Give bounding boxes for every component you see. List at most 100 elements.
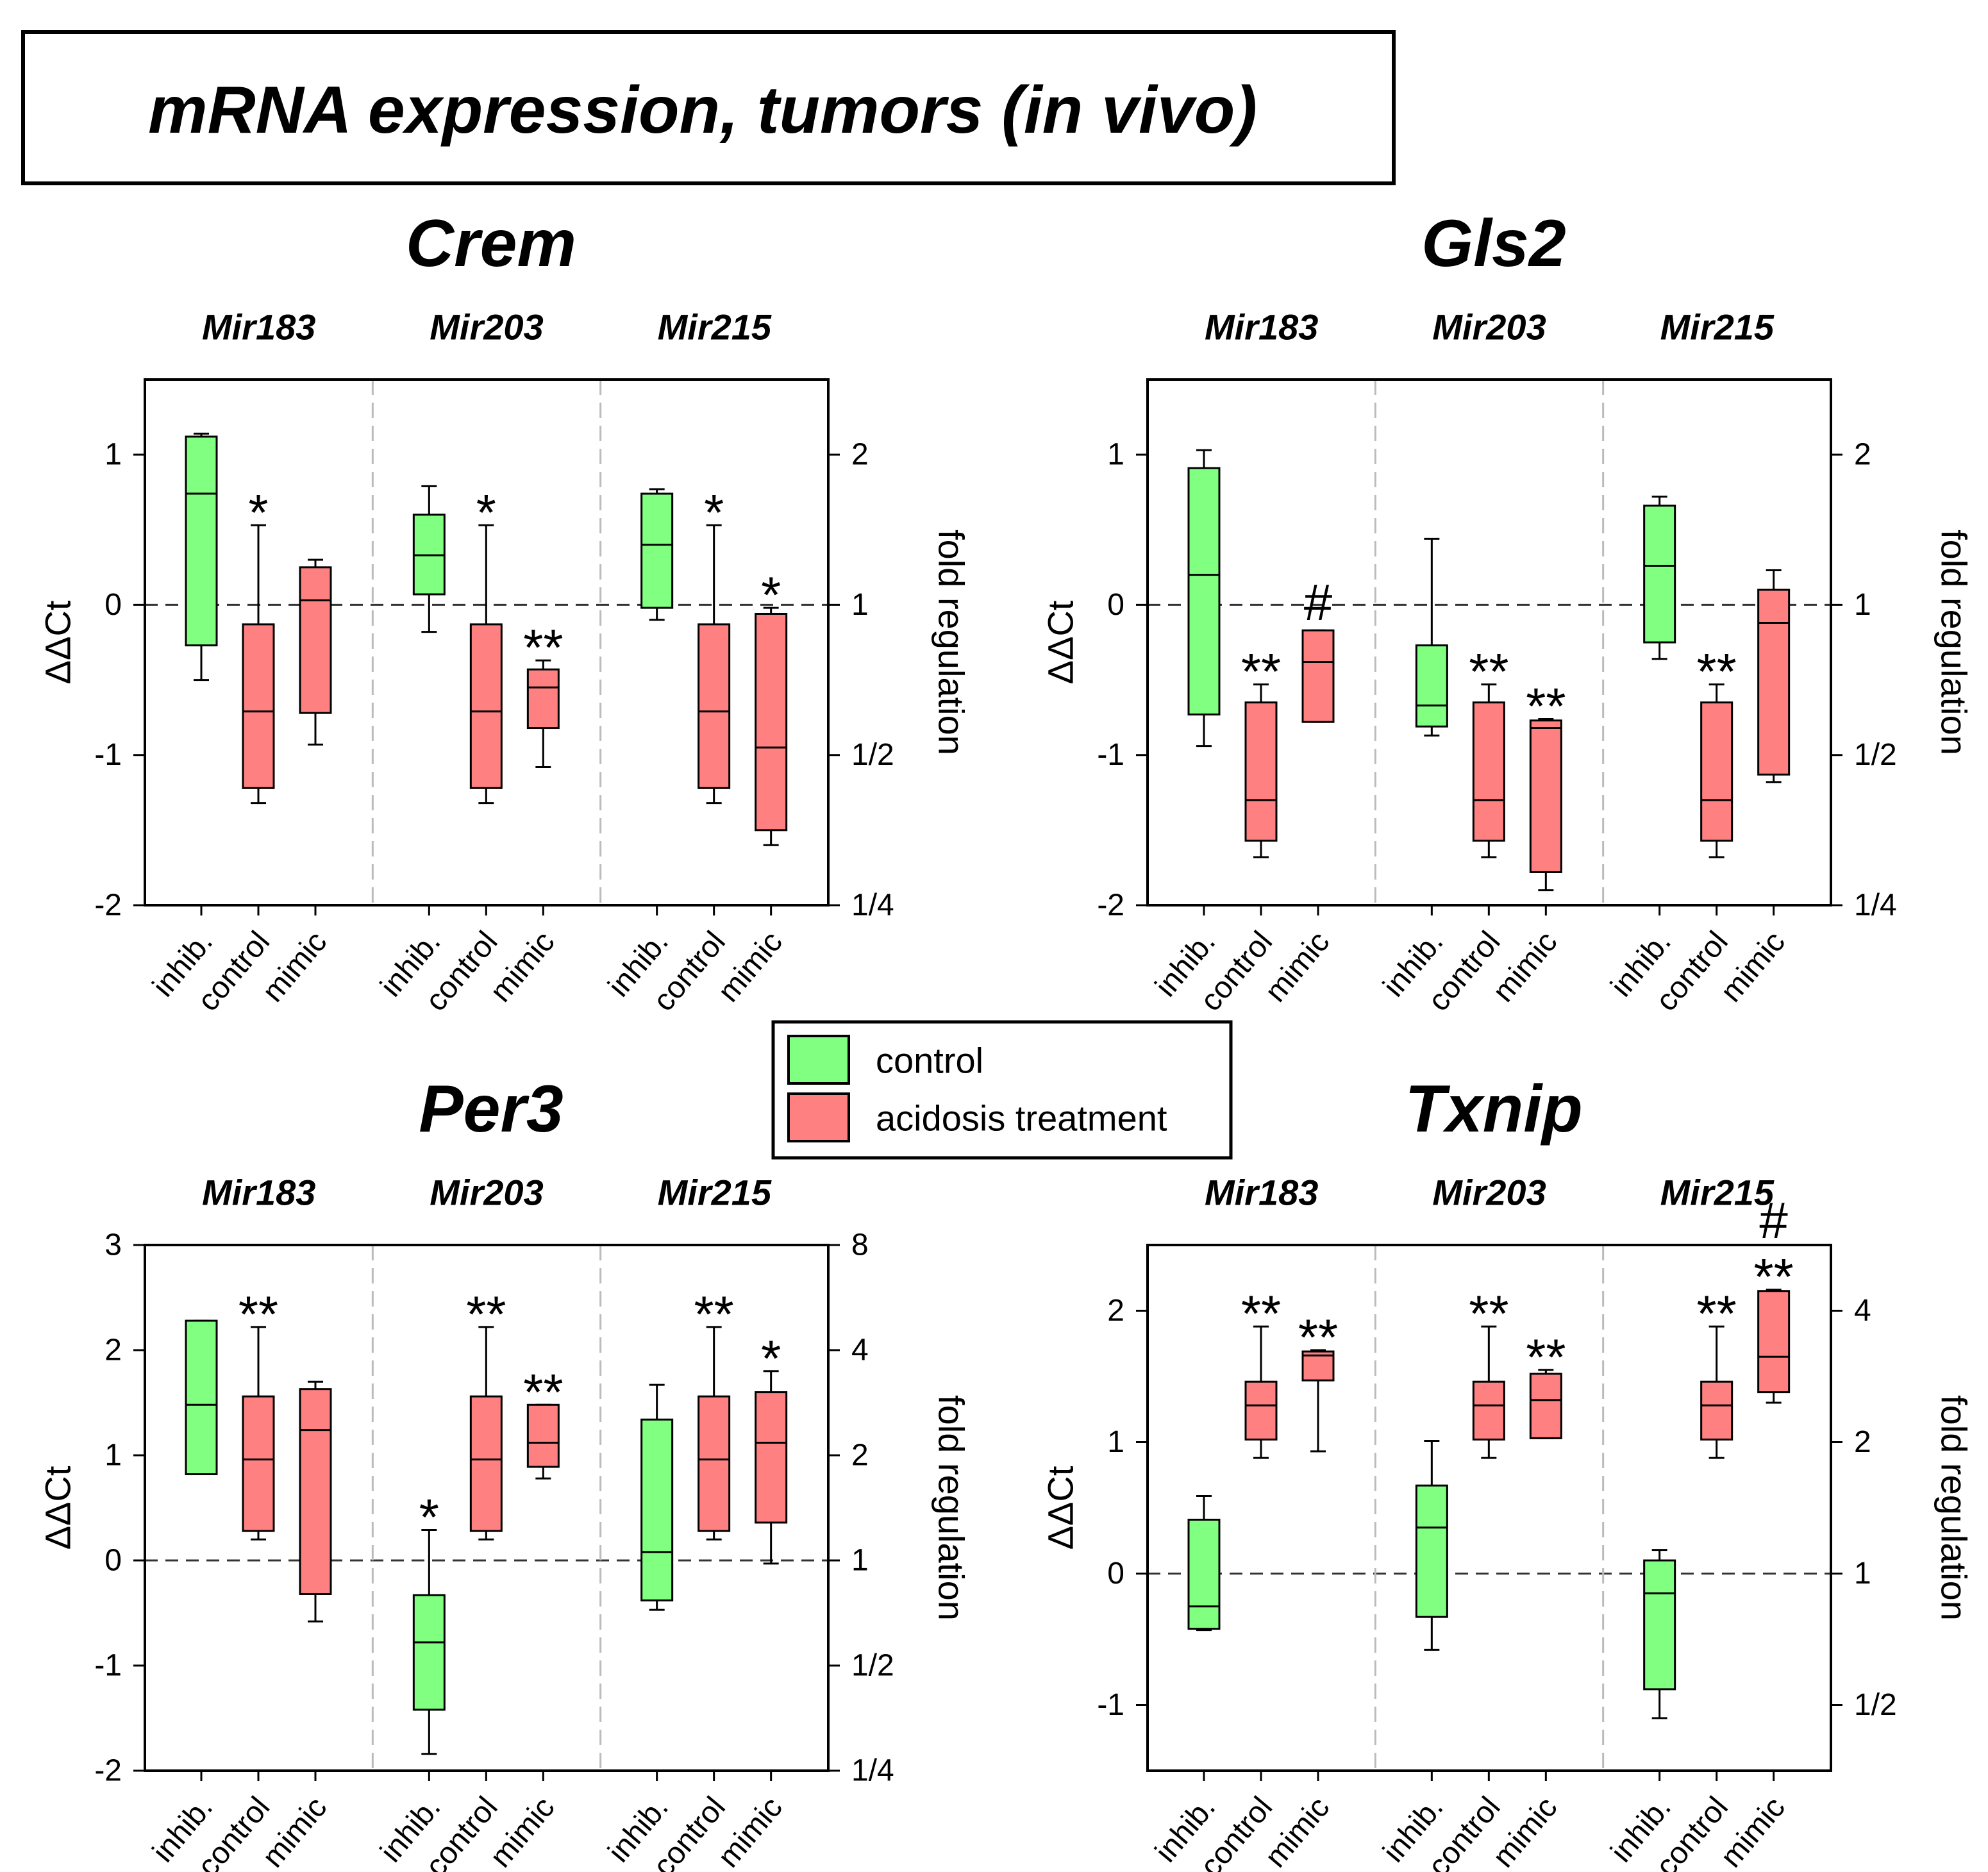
annotation: ** bbox=[1526, 1328, 1566, 1385]
box bbox=[469, 623, 503, 789]
box bbox=[755, 1391, 788, 1524]
y2-tick-label: 2 bbox=[851, 1439, 869, 1473]
annotation: ** bbox=[523, 1364, 563, 1421]
y2-tick-label: 4 bbox=[851, 1333, 869, 1367]
y-tick-label: -2 bbox=[94, 889, 122, 923]
group-label: Mir215 bbox=[658, 1173, 772, 1213]
plot-frame bbox=[1146, 1244, 1832, 1772]
y2-axis-label: fold regulation bbox=[1934, 1395, 1975, 1621]
chart-title: Txnip bbox=[1405, 1072, 1582, 1146]
box bbox=[526, 1403, 560, 1468]
chart-title: Per3 bbox=[419, 1072, 564, 1146]
box bbox=[185, 435, 218, 647]
y-tick-label: 1 bbox=[104, 438, 122, 472]
y-tick-label: -2 bbox=[94, 1754, 122, 1788]
y2-tick-label: 1/4 bbox=[851, 889, 894, 923]
y2-tick-label: 4 bbox=[1854, 1294, 1871, 1328]
y-axis-label: ΔΔCt bbox=[1040, 600, 1081, 684]
y2-tick-label: 1/2 bbox=[1854, 738, 1897, 772]
figure-title: mRNA expression, tumors (in vivo) bbox=[148, 73, 1257, 147]
chart-title: Gls2 bbox=[1421, 206, 1566, 281]
legend-label: acidosis treatment bbox=[876, 1098, 1167, 1139]
group-label: Mir203 bbox=[1432, 1173, 1546, 1213]
annotation: ** bbox=[1697, 1285, 1737, 1342]
legend-swatch bbox=[787, 1092, 850, 1142]
box bbox=[299, 566, 332, 714]
group-label: Mir183 bbox=[202, 307, 315, 347]
y2-tick-label: 1 bbox=[851, 1544, 869, 1578]
y-tick-label: -1 bbox=[94, 738, 122, 772]
box bbox=[1757, 1290, 1791, 1394]
plot-frame bbox=[144, 1244, 830, 1772]
y-tick-label: 0 bbox=[104, 588, 122, 622]
box bbox=[640, 492, 674, 609]
y-axis-label: ΔΔCt bbox=[38, 600, 78, 684]
plot-frame bbox=[1146, 378, 1832, 907]
annotation: # bbox=[1759, 1192, 1788, 1249]
annotation: ** bbox=[523, 619, 563, 676]
annotation: ** bbox=[1469, 1285, 1508, 1342]
y2-tick-label: 1 bbox=[1854, 588, 1871, 622]
box bbox=[697, 623, 731, 789]
box bbox=[1700, 1380, 1733, 1441]
group-label: Mir203 bbox=[1432, 307, 1546, 347]
y-tick-label: -1 bbox=[1097, 738, 1124, 772]
group-label: Mir183 bbox=[1205, 1173, 1318, 1213]
box bbox=[1415, 644, 1448, 728]
annotation: ** bbox=[238, 1285, 278, 1342]
y-tick-label: 0 bbox=[1107, 1557, 1124, 1591]
chart-title: Crem bbox=[406, 206, 576, 281]
box bbox=[185, 1319, 218, 1476]
box bbox=[242, 623, 275, 789]
annotation: * bbox=[761, 1330, 781, 1387]
y2-tick-label: 2 bbox=[1854, 438, 1871, 472]
box bbox=[299, 1388, 332, 1595]
annotation: ** bbox=[1754, 1248, 1794, 1305]
y-tick-label: 1 bbox=[104, 1439, 122, 1473]
y-tick-label: 2 bbox=[1107, 1294, 1124, 1328]
annotation: ** bbox=[1241, 643, 1281, 700]
box bbox=[412, 1594, 446, 1711]
box bbox=[1643, 505, 1676, 644]
y2-tick-label: 2 bbox=[851, 438, 869, 472]
group-label: Mir183 bbox=[202, 1173, 315, 1213]
annotation: * bbox=[761, 567, 781, 624]
box bbox=[1643, 1559, 1676, 1691]
y-tick-label: -2 bbox=[1097, 889, 1124, 923]
y2-tick-label: 1/2 bbox=[851, 738, 894, 772]
title-box bbox=[21, 30, 1396, 185]
annotation: # bbox=[1304, 574, 1333, 631]
y2-tick-label: 1 bbox=[851, 588, 869, 622]
annotation: * bbox=[248, 484, 268, 541]
box bbox=[1187, 467, 1221, 715]
box bbox=[755, 612, 788, 832]
y-tick-label: -1 bbox=[94, 1649, 122, 1683]
annotation: ** bbox=[466, 1285, 506, 1342]
group-label: Mir215 bbox=[658, 307, 772, 347]
box bbox=[697, 1395, 731, 1532]
y2-tick-label: 1/4 bbox=[1854, 889, 1897, 923]
y2-tick-label: 1 bbox=[1854, 1557, 1871, 1591]
box bbox=[1700, 701, 1733, 842]
legend-label: control bbox=[876, 1040, 983, 1081]
box bbox=[640, 1418, 674, 1601]
y-axis-label: ΔΔCt bbox=[1040, 1466, 1081, 1550]
annotation: ** bbox=[1469, 643, 1508, 700]
group-label: Mir203 bbox=[430, 307, 543, 347]
group-label: Mir215 bbox=[1660, 307, 1775, 347]
y-tick-label: 3 bbox=[104, 1228, 122, 1262]
box bbox=[1529, 1373, 1562, 1439]
y-tick-label: 1 bbox=[1107, 1425, 1124, 1459]
box bbox=[1301, 629, 1335, 723]
box bbox=[1187, 1518, 1221, 1630]
annotation: ** bbox=[1241, 1285, 1281, 1342]
annotation: ** bbox=[1526, 678, 1566, 735]
plot-frame bbox=[144, 378, 830, 907]
y2-axis-label: fold regulation bbox=[1934, 530, 1975, 755]
box bbox=[1472, 701, 1505, 842]
box bbox=[1472, 1380, 1505, 1441]
legend-swatch bbox=[787, 1035, 850, 1085]
y2-tick-label: 1/4 bbox=[851, 1754, 894, 1788]
box bbox=[1757, 589, 1791, 776]
